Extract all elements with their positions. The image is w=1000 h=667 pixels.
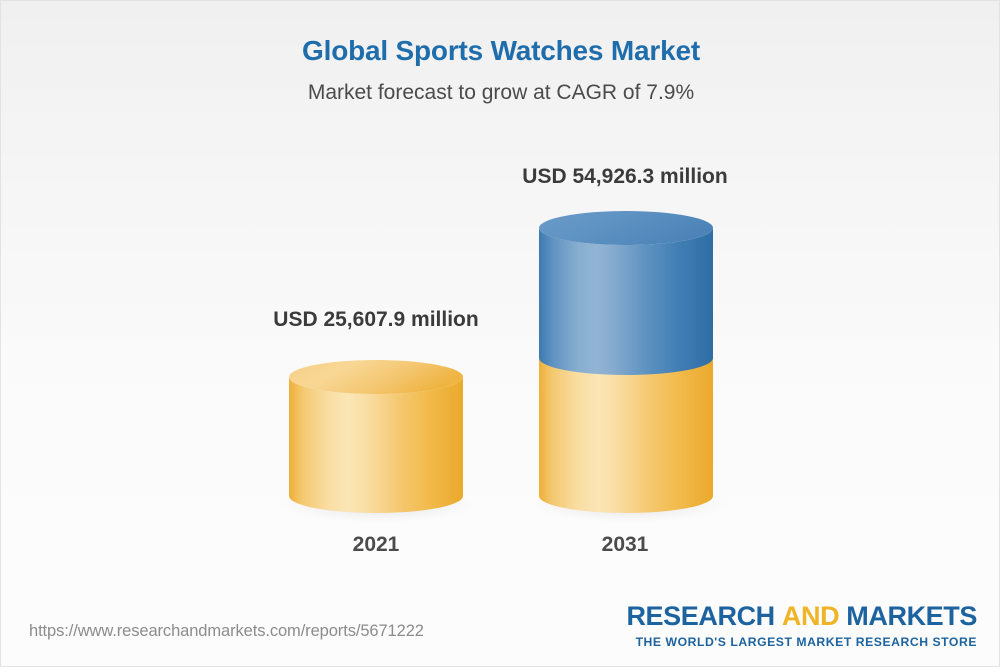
category-label-2031: 2031 (601, 533, 649, 556)
brand-logo[interactable]: RESEARCH AND MARKETS THE WORLD'S LARGEST… (626, 603, 977, 649)
bar-2031-top (539, 211, 713, 245)
bar-cylinder-2021 (283, 360, 475, 522)
chart-title: Global Sports Watches Market (302, 35, 700, 66)
brand-logo-tagline: THE WORLD'S LARGEST MARKET RESEARCH STOR… (635, 635, 977, 649)
bar-2021-body (289, 377, 463, 513)
bar-2031-lower-segment (539, 358, 713, 513)
brand-logo-wordmark: RESEARCH AND MARKETS (626, 603, 977, 630)
brand-logo-word-and: AND (781, 601, 840, 631)
value-label-2031: USD 54,926.3 million (522, 165, 728, 188)
bar-2031-upper-segment (539, 228, 713, 375)
bar-cylinder-2031 (533, 211, 725, 522)
chart-subtitle: Market forecast to grow at CAGR of 7.9% (307, 81, 695, 104)
brand-logo-word-research: RESEARCH (626, 601, 775, 631)
brand-logo-word-markets: MARKETS (846, 601, 977, 631)
chart-header: Global Sports Watches Market Market fore… (1, 35, 999, 105)
bar-2021-top (289, 360, 463, 394)
value-label-2021: USD 25,607.9 million (273, 308, 479, 331)
category-label-2021: 2021 (352, 533, 400, 556)
source-url[interactable]: https://www.researchandmarkets.com/repor… (29, 622, 424, 640)
